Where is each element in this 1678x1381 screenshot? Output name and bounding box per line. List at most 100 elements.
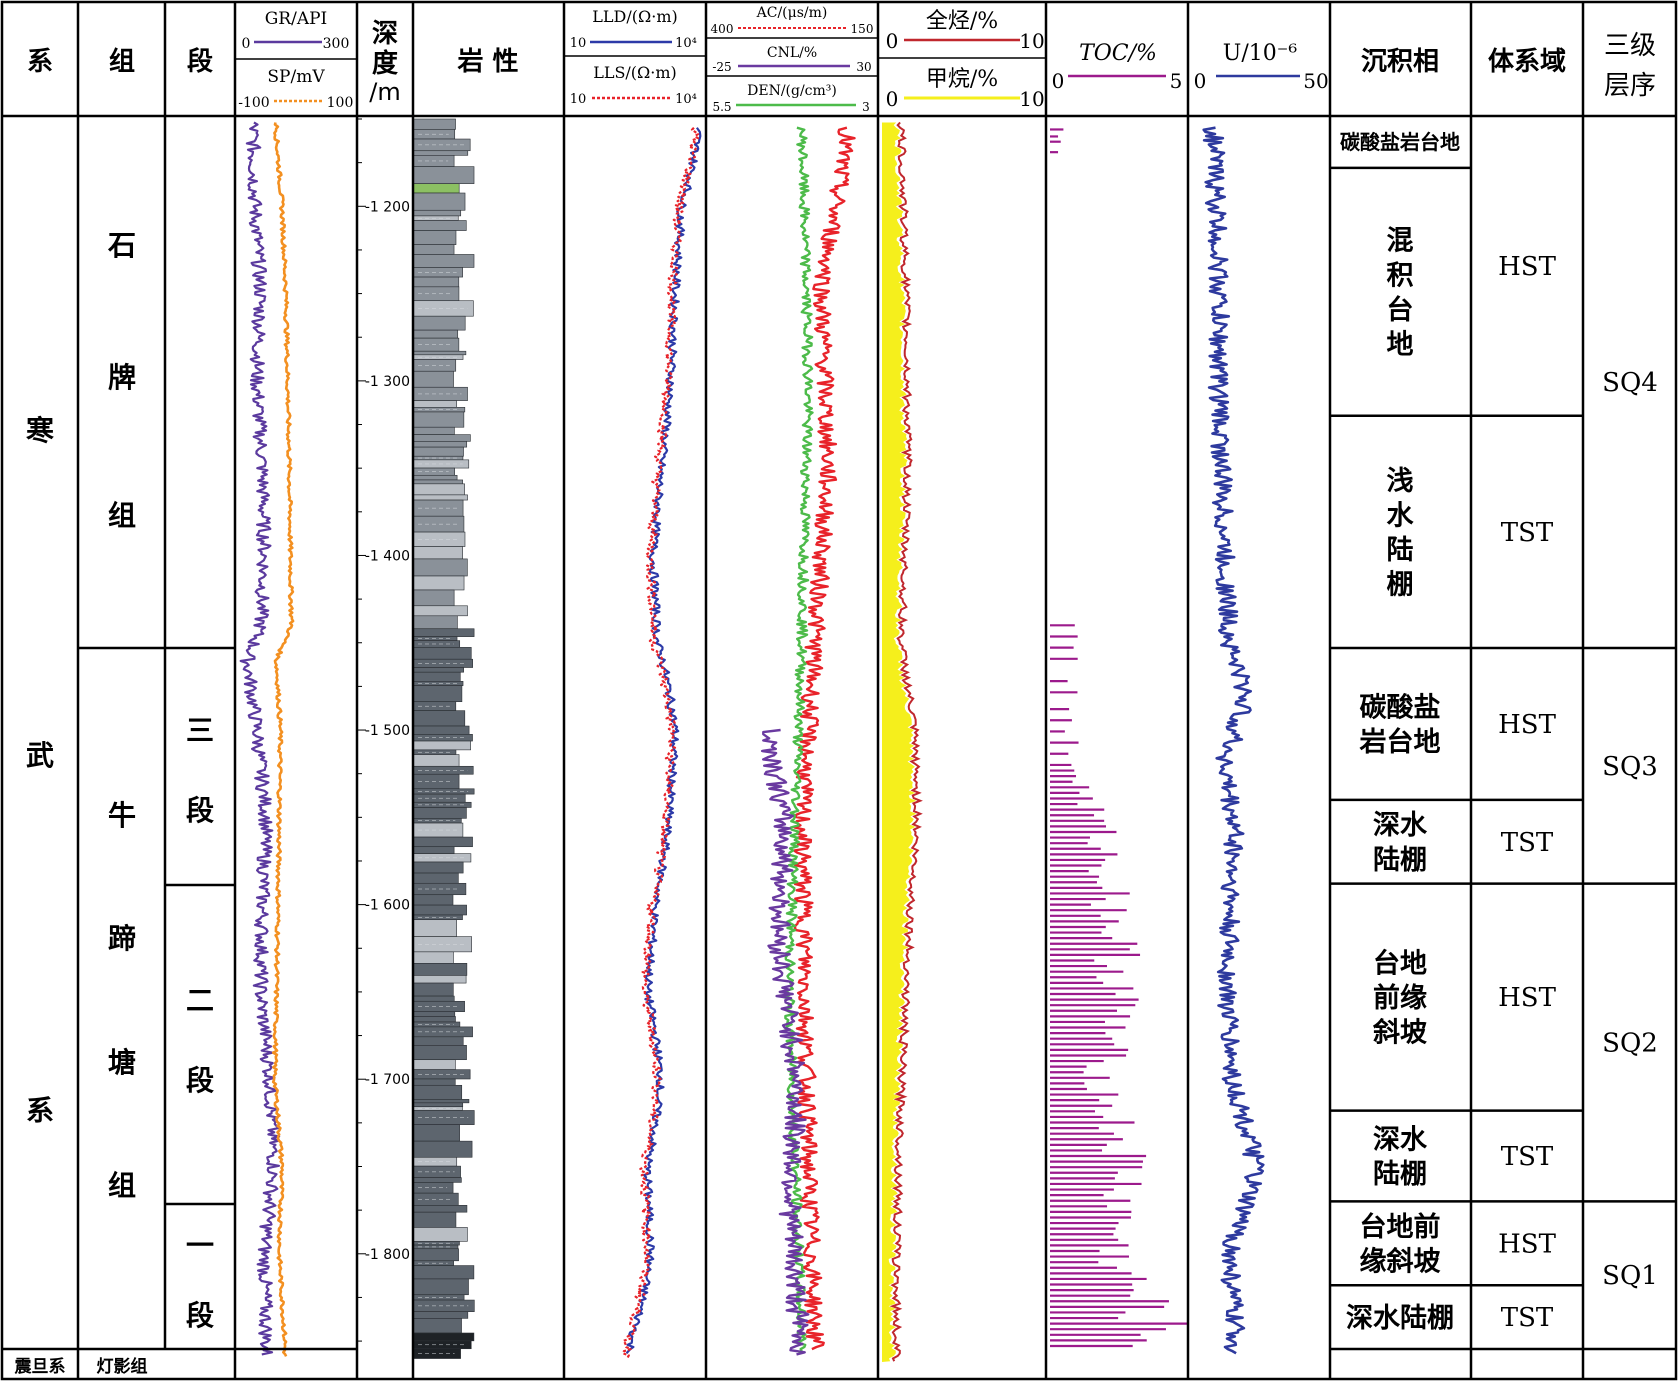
lithology-bed bbox=[412, 1211, 457, 1228]
lithology-bed bbox=[412, 1311, 469, 1319]
lithology-bed bbox=[412, 1045, 467, 1061]
system-char-1: 寒 bbox=[26, 414, 54, 447]
lithology-bed bbox=[412, 951, 454, 964]
sequence-label: SQ4 bbox=[1602, 368, 1658, 398]
facies-label: 棚 bbox=[1387, 569, 1414, 600]
depth-tick-label: -1 300 bbox=[365, 374, 410, 390]
lithology-bed bbox=[412, 861, 464, 874]
lithology-bed bbox=[412, 446, 464, 457]
lithology-bed bbox=[412, 846, 455, 854]
total-gas-curve bbox=[889, 121, 923, 1362]
header-depth-1: 深 bbox=[372, 19, 398, 49]
lithology-bed bbox=[412, 315, 466, 331]
header-lithology: 岩 性 bbox=[456, 47, 518, 77]
lithology-bed bbox=[412, 183, 460, 194]
lithology-bed bbox=[412, 276, 460, 288]
lithology-bed bbox=[412, 807, 467, 819]
lithology-bed bbox=[412, 474, 458, 481]
log-curves bbox=[239, 121, 1265, 1362]
cnl-curve bbox=[760, 728, 810, 1356]
header-gr-min: 0 bbox=[242, 36, 251, 52]
lithology-bed bbox=[412, 1084, 463, 1100]
lithology-bed bbox=[412, 1036, 464, 1046]
facies-label: 斜坡 bbox=[1372, 1017, 1427, 1048]
sp-curve bbox=[271, 122, 295, 1357]
systems-tract-label: TST bbox=[1501, 828, 1554, 858]
lithology-bed bbox=[412, 329, 459, 339]
member-2-char-1: 二 bbox=[186, 984, 214, 1017]
header-depth-3: /m bbox=[369, 78, 400, 106]
header-den-max: 3 bbox=[862, 100, 870, 114]
facies-label: 深水 bbox=[1373, 1124, 1428, 1155]
header-lls-max: 10⁴ bbox=[675, 92, 697, 107]
header-toc-min: 0 bbox=[1052, 69, 1065, 93]
header-methane-label: 甲烷/% bbox=[926, 67, 998, 92]
header-lld-min: 10 bbox=[570, 36, 587, 51]
header-total-gas-label: 全烃/% bbox=[926, 9, 998, 34]
lithology-bed bbox=[412, 434, 471, 442]
lithology-bed bbox=[412, 685, 463, 703]
facies-label: 台地 bbox=[1373, 947, 1427, 979]
lithology-bed bbox=[412, 1099, 470, 1104]
header-lld-max: 10⁴ bbox=[675, 36, 697, 51]
lithology-bed bbox=[412, 836, 473, 848]
uranium-curve bbox=[1202, 126, 1265, 1355]
ac-curve bbox=[792, 126, 856, 1351]
toc-bars bbox=[1050, 128, 1189, 1348]
den-curve bbox=[782, 126, 814, 1355]
depth-tick-label: -1 800 bbox=[365, 1247, 410, 1263]
header-cnl-min: -25 bbox=[712, 60, 731, 74]
formation-upper-2: 牌 bbox=[108, 361, 136, 394]
lithology-bed bbox=[412, 605, 468, 617]
header-u-min: 0 bbox=[1194, 69, 1207, 93]
header-facies: 沉积相 bbox=[1361, 47, 1439, 77]
lithology-bed bbox=[412, 740, 471, 751]
systems-tract-label: HST bbox=[1498, 983, 1556, 1013]
header-lls-label: LLS/(Ω·m) bbox=[593, 63, 677, 82]
lithology-bed bbox=[412, 788, 475, 795]
lithology-bed bbox=[412, 725, 470, 735]
lithology-bed bbox=[412, 628, 475, 637]
lithology-bed bbox=[412, 1299, 475, 1312]
facies-label: 陆棚 bbox=[1373, 1159, 1427, 1190]
lithology-bed bbox=[412, 350, 467, 356]
lithology-bed bbox=[412, 1102, 464, 1108]
formation-lower-3: 塘 bbox=[108, 1046, 136, 1079]
systems-tract-label: TST bbox=[1501, 518, 1554, 548]
header-den-label: DEN/(g/cm³) bbox=[747, 83, 837, 99]
lithology-bed bbox=[412, 872, 459, 884]
stratigraphic-units: 寒 武 系 震旦系 石 牌 组 牛 蹄 塘 组 灯影组 三 段 二 段 一 段 bbox=[14, 229, 215, 1377]
lithology-bed bbox=[412, 765, 474, 775]
depth-tick-label: -1 700 bbox=[365, 1072, 410, 1088]
header-u-label: U/10⁻⁶ bbox=[1223, 41, 1298, 66]
lithology-bed bbox=[412, 118, 456, 130]
facies-label: 深水 bbox=[1373, 810, 1428, 841]
facies-label: 浅 bbox=[1387, 466, 1414, 497]
header-u-max: 50 bbox=[1303, 69, 1328, 93]
member-1-char-1: 一 bbox=[186, 1229, 214, 1262]
lithology-bed bbox=[412, 244, 455, 255]
facies-label: 岩台地 bbox=[1359, 726, 1441, 758]
header-ac-label: AC/(μs/m) bbox=[756, 5, 828, 21]
lithology-column bbox=[412, 118, 475, 1359]
lithology-bed bbox=[412, 166, 475, 184]
header-system: 系 bbox=[27, 47, 53, 77]
header-ac-min: 400 bbox=[711, 22, 734, 36]
gr-curve bbox=[239, 121, 281, 1356]
lld-curve bbox=[625, 127, 702, 1354]
lithology-bed bbox=[412, 1078, 456, 1086]
lithology-bed bbox=[412, 671, 461, 682]
lithology-bed bbox=[412, 546, 463, 560]
formation-upper-3: 组 bbox=[108, 499, 136, 532]
header-methane-max: 10 bbox=[1019, 87, 1044, 111]
lithology-bed bbox=[412, 1205, 468, 1213]
formation-lower-1: 牛 bbox=[108, 799, 136, 832]
facies-label: 积 bbox=[1387, 260, 1414, 291]
systems-tract-label: HST bbox=[1498, 710, 1556, 740]
header-sp-max: 100 bbox=[327, 95, 354, 111]
formation-base: 灯影组 bbox=[97, 1356, 148, 1377]
header-cnl-label: CNL/% bbox=[767, 45, 817, 61]
lithology-bed bbox=[412, 426, 455, 435]
facies-label: 碳酸盐 bbox=[1360, 692, 1441, 723]
systems-tract-label: TST bbox=[1501, 1303, 1554, 1333]
